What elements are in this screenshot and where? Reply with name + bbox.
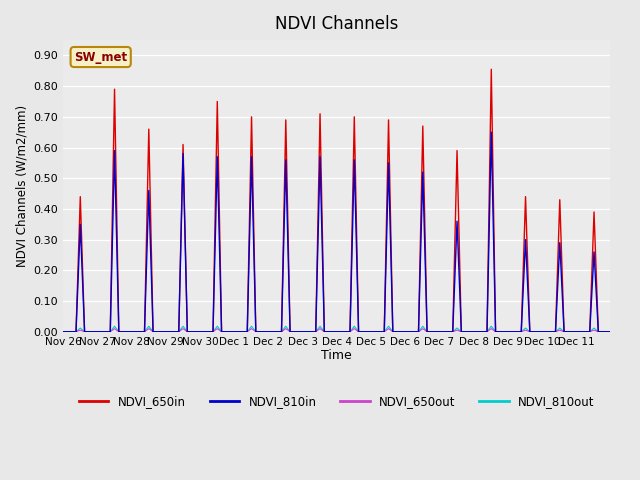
Title: NDVI Channels: NDVI Channels bbox=[275, 15, 399, 33]
Text: SW_met: SW_met bbox=[74, 50, 127, 63]
Y-axis label: NDVI Channels (W/m2/mm): NDVI Channels (W/m2/mm) bbox=[15, 105, 28, 267]
Legend: NDVI_650in, NDVI_810in, NDVI_650out, NDVI_810out: NDVI_650in, NDVI_810in, NDVI_650out, NDV… bbox=[74, 390, 600, 413]
X-axis label: Time: Time bbox=[321, 349, 352, 362]
